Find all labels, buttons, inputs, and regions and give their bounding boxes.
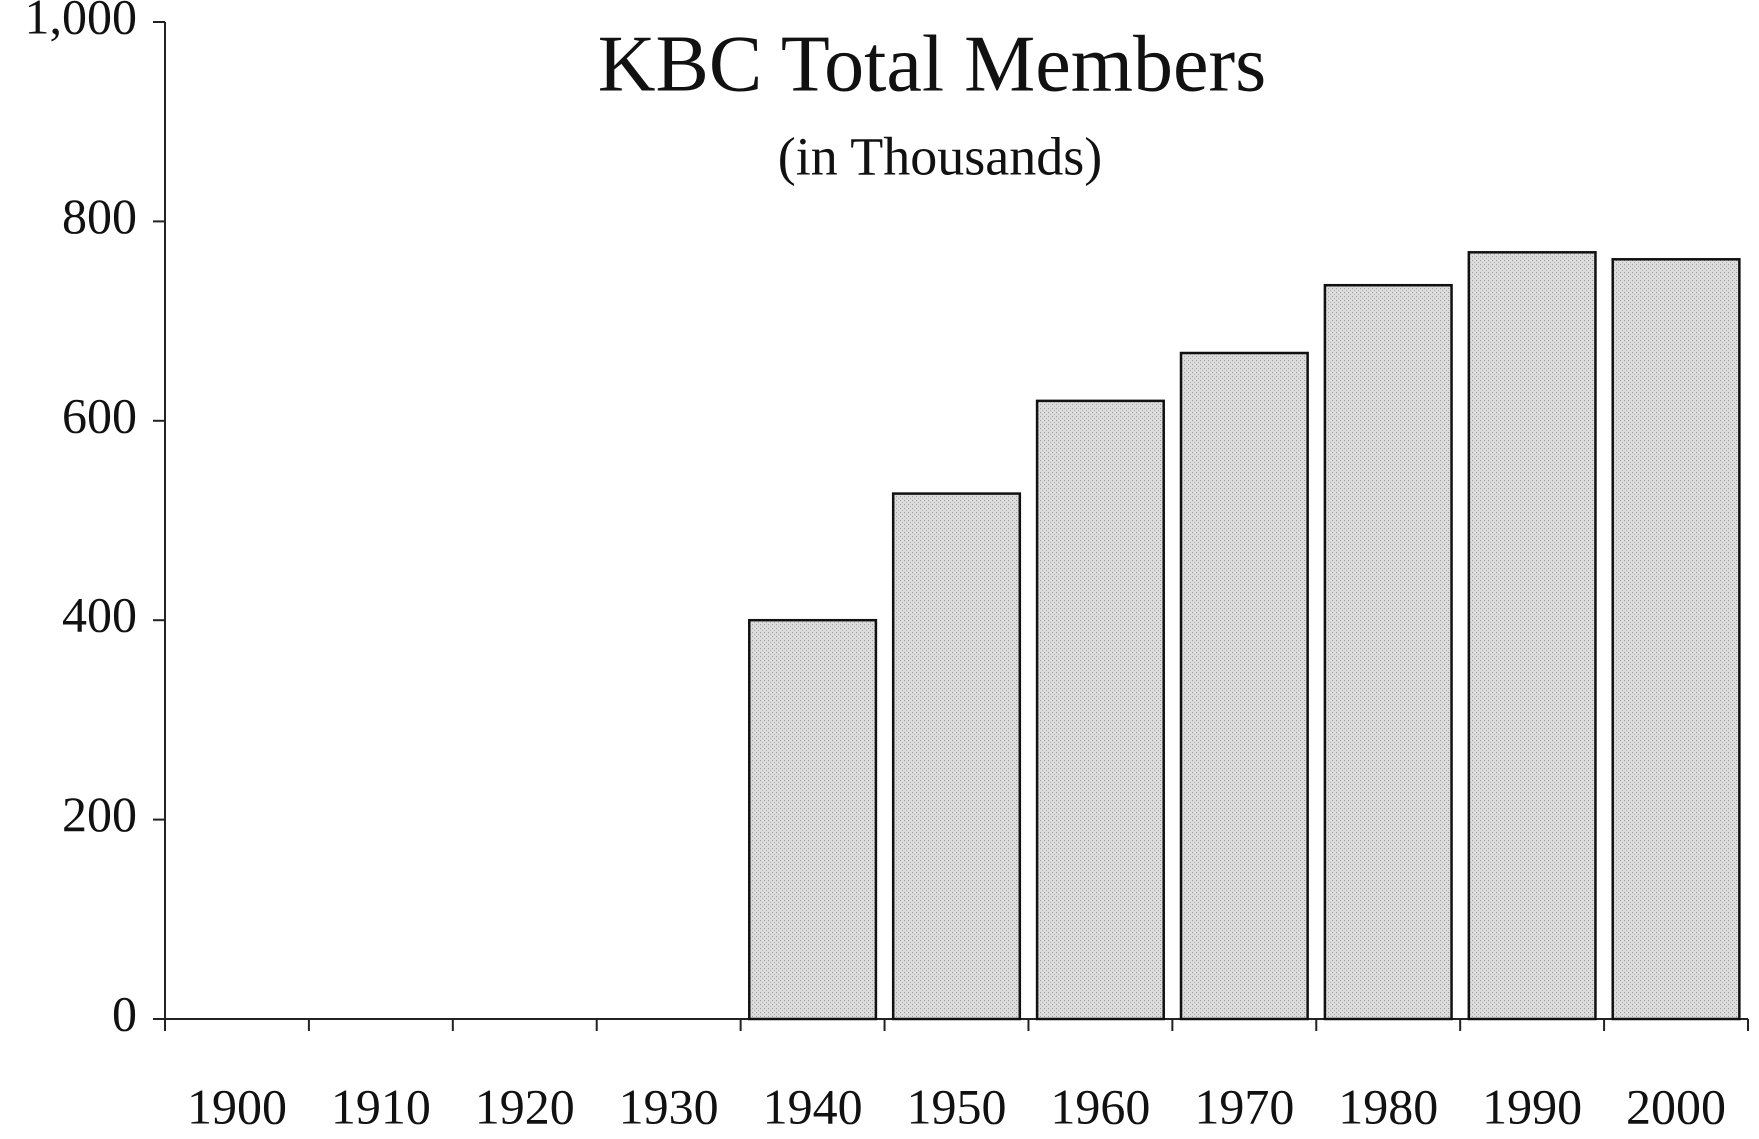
- chart-subtitle: (in Thousands): [778, 126, 1102, 186]
- bar: [748, 618, 878, 1021]
- bar: [1035, 399, 1165, 1021]
- bar: [1323, 283, 1453, 1021]
- x-tick-label: 1940: [763, 1078, 863, 1134]
- x-tick-label: 1950: [907, 1078, 1007, 1134]
- y-tick-label: 400: [62, 587, 137, 643]
- bar: [1179, 351, 1309, 1021]
- y-tick-label: 800: [62, 188, 137, 244]
- bar: [1467, 251, 1597, 1021]
- x-tick-label: 1900: [187, 1078, 287, 1134]
- bar: [1611, 258, 1741, 1021]
- y-tick-label: 1,000: [25, 0, 138, 44]
- y-tick-label: 600: [62, 387, 137, 443]
- x-tick-label: 1910: [331, 1078, 431, 1134]
- y-tick-label: 200: [62, 786, 137, 842]
- x-tick-label: 2000: [1626, 1078, 1726, 1134]
- y-tick-label: 0: [112, 985, 137, 1041]
- x-tick-label: 1990: [1482, 1078, 1582, 1134]
- chart-title: KBC Total Members: [598, 20, 1266, 108]
- bar: [891, 492, 1022, 1021]
- x-tick-label: 1960: [1050, 1078, 1150, 1134]
- x-tick-label: 1970: [1194, 1078, 1294, 1134]
- x-tick-label: 1930: [619, 1078, 719, 1134]
- x-tick-label: 1980: [1338, 1078, 1438, 1134]
- x-tick-label: 1920: [475, 1078, 575, 1134]
